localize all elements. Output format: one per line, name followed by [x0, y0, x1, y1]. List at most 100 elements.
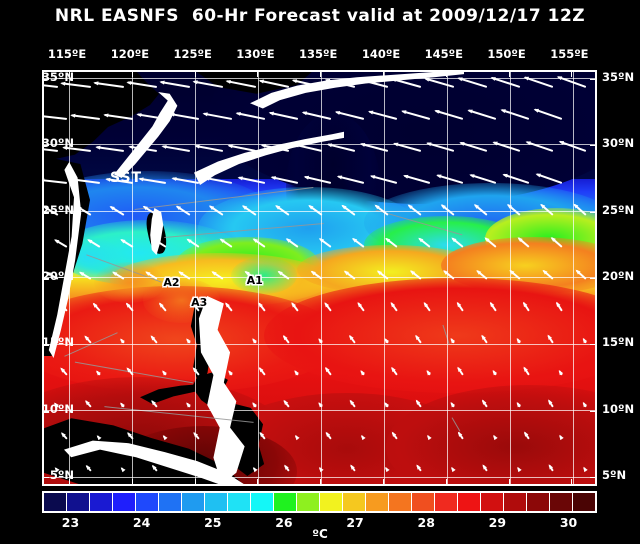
- axis-tick: [257, 72, 259, 77]
- feature-marker-a1: A1: [246, 273, 263, 287]
- lon-tick-label: 130ºE: [236, 47, 275, 61]
- lat-tick-label: 5ºN: [49, 468, 74, 483]
- colorbar-tick-label: 27: [346, 515, 364, 530]
- axis-tick: [44, 145, 49, 147]
- axis-tick: [194, 72, 196, 77]
- lat-tick-label: 25ºN: [602, 202, 635, 217]
- colorbar-cell: [366, 493, 389, 511]
- colorbar-cell: [297, 493, 320, 511]
- colorbar-tick-label: 30: [559, 515, 578, 530]
- axis-tick: [590, 477, 595, 479]
- axis-tick: [508, 479, 510, 484]
- lon-tick-label: 135ºE: [299, 47, 338, 61]
- axis-tick: [194, 479, 196, 484]
- lat-tick-label: 10ºN: [602, 401, 635, 416]
- colorbar-tick-label: 25: [204, 515, 222, 530]
- gridline-lon: [510, 72, 511, 484]
- colorbar-tick-label: 26: [275, 515, 293, 530]
- lat-tick-label: 20ºN: [41, 269, 74, 283]
- colorbar-cell: [44, 493, 67, 511]
- feature-marker-a2: A2: [163, 275, 180, 289]
- colorbar-tick-label: 24: [132, 515, 151, 530]
- axis-tick: [257, 479, 259, 484]
- page-title: NRL EASNFS 60-Hr Forecast valid at 2009/…: [54, 6, 586, 26]
- gridline-lon: [132, 72, 133, 484]
- colorbar-cell: [320, 493, 343, 511]
- colorbar-cell: [205, 493, 228, 511]
- axis-tick: [590, 344, 595, 346]
- lon-tick-label: 155ºE: [550, 47, 589, 61]
- gridline-lon: [195, 72, 196, 484]
- variable-label: SST: [110, 170, 143, 186]
- axis-tick: [571, 72, 573, 77]
- axis-tick: [445, 72, 447, 77]
- axis-tick: [44, 477, 49, 479]
- axis-tick: [508, 72, 510, 77]
- axis-tick: [590, 78, 595, 80]
- colorbar-tick-label: 28: [417, 515, 435, 530]
- lon-tick-label: 150ºE: [487, 47, 526, 61]
- colorbar-cell: [481, 493, 504, 511]
- lon-tick-label: 120ºE: [110, 47, 150, 61]
- colorbar-cell: [67, 493, 90, 511]
- gridline-lon: [69, 72, 70, 484]
- colorbar-cell: [458, 493, 481, 511]
- map-plot-area: SST A1 A2 A3: [42, 70, 597, 486]
- axis-tick: [44, 211, 49, 213]
- colorbar-cell: [228, 493, 251, 511]
- colorbar-cell: [389, 493, 412, 511]
- axis-tick: [320, 72, 322, 77]
- wind-vector-arrow: [558, 434, 563, 440]
- gridline-lon: [258, 72, 259, 484]
- axis-tick: [44, 78, 49, 80]
- colorbar-tick-label: 29: [488, 515, 507, 530]
- gridline-lon: [573, 72, 574, 484]
- axis-tick: [44, 344, 49, 346]
- colorbar-cell: [412, 493, 435, 511]
- lon-tick-label: 145ºE: [424, 47, 463, 61]
- gridline-lat: [44, 410, 595, 411]
- gridline-lat: [44, 78, 595, 79]
- axis-tick: [590, 278, 595, 279]
- axis-tick: [44, 410, 49, 412]
- colorbar-unit-label: ºC: [312, 527, 328, 541]
- colorbar-cell: [159, 493, 182, 511]
- axis-tick: [590, 145, 595, 147]
- gridline-lat: [44, 144, 595, 145]
- colorbar-cell: [343, 493, 366, 511]
- axis-tick: [320, 479, 322, 484]
- colorbar: [42, 491, 597, 513]
- colorbar-cell: [113, 493, 136, 511]
- lat-tick-label: 15ºN: [41, 335, 74, 350]
- axis-tick: [131, 479, 133, 484]
- axis-tick: [383, 479, 385, 484]
- lat-tick-label: 25ºN: [41, 202, 74, 217]
- feature-marker-a3: A3: [191, 295, 208, 309]
- colorbar-cell: [504, 493, 527, 511]
- colorbar-cell: [527, 493, 550, 511]
- colorbar-tick-label: 23: [61, 515, 80, 530]
- lat-tick-label: 30ºN: [41, 136, 74, 151]
- lat-tick-label: 20ºN: [602, 269, 635, 283]
- axis-tick: [590, 211, 595, 213]
- axis-tick: [445, 479, 447, 484]
- lat-tick-label: 15ºN: [602, 335, 635, 350]
- axis-tick: [383, 72, 385, 77]
- lon-tick-label: 125ºE: [173, 47, 212, 61]
- gridline-lat: [44, 477, 595, 478]
- colorbar-cell: [550, 493, 573, 511]
- colorbar-cell: [251, 493, 274, 511]
- axis-tick: [69, 479, 71, 484]
- lat-tick-label: 30ºN: [602, 136, 635, 151]
- axis-tick: [131, 72, 133, 77]
- axis-tick: [44, 278, 49, 279]
- colorbar-cell: [274, 493, 297, 511]
- colorbar-cell: [90, 493, 113, 511]
- colorbar-cell: [136, 493, 159, 511]
- gridline-lon: [447, 72, 448, 484]
- lat-tick-label: 10ºN: [41, 401, 74, 416]
- gridline-lat: [44, 344, 595, 345]
- colorbar-cell: [435, 493, 458, 511]
- colorbar-cell: [573, 493, 595, 511]
